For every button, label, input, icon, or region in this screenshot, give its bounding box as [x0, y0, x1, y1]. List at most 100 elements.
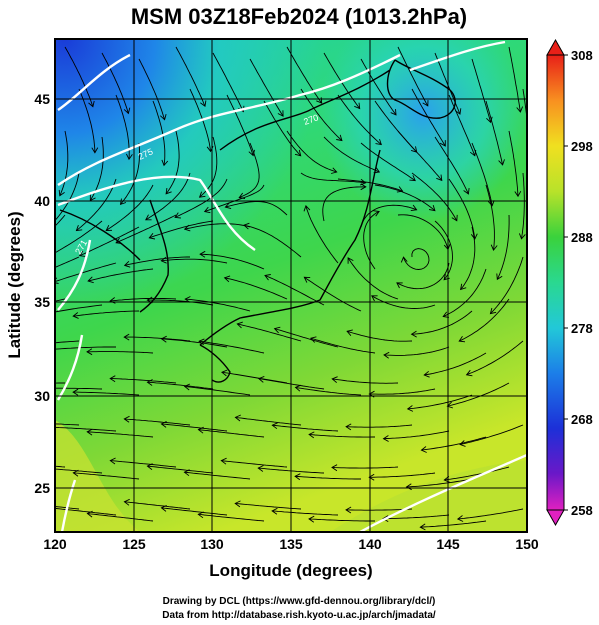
streamline-arrowhead	[516, 106, 524, 113]
streamline-arrowhead	[47, 252, 53, 257]
colorbar-max-arrow	[546, 38, 565, 56]
colorbar-tick-label: 268	[571, 412, 593, 427]
streamline-arrowhead	[257, 465, 264, 472]
streamline	[304, 276, 362, 312]
streamline	[124, 336, 191, 342]
streamline	[101, 52, 129, 114]
y-tick-label: 40	[34, 193, 50, 209]
streamline	[331, 466, 399, 469]
x-tick-labels: 120 125 130 135 140 145 150	[43, 536, 539, 552]
colorbar-tick-label: 258	[571, 503, 593, 518]
streamline-arrowhead	[396, 186, 404, 193]
contour-label: 270	[302, 112, 320, 127]
streamline-arrowhead	[198, 191, 206, 198]
streamline	[55, 214, 66, 227]
streamline-arrowhead	[455, 108, 462, 115]
streamline	[396, 262, 450, 290]
streamline	[448, 94, 476, 156]
streamline	[87, 513, 154, 522]
streamline	[55, 423, 80, 426]
streamline-arrowhead	[199, 250, 206, 258]
streamline-arrowhead	[47, 224, 53, 230]
streamline-arrowhead	[303, 204, 311, 212]
streamline	[147, 381, 214, 390]
streamline-arrowhead	[345, 423, 352, 431]
streamline-arrowhead	[159, 113, 167, 121]
streamline-arrowhead	[347, 257, 354, 264]
streamline	[434, 136, 469, 195]
streamline	[161, 507, 228, 516]
streamline	[161, 258, 228, 264]
streamline-arrowhead	[72, 312, 79, 319]
streamline-arrowhead	[146, 463, 153, 470]
streamline	[346, 330, 413, 342]
streamline-arrowhead	[294, 473, 301, 481]
streamline	[360, 204, 417, 228]
streamline	[286, 46, 323, 104]
streamline	[147, 299, 214, 306]
streamline-arrowhead	[336, 134, 343, 142]
streamline-arrowhead	[148, 233, 156, 240]
streamline	[55, 172, 80, 222]
streamline-arrowhead	[160, 420, 167, 428]
streamline	[508, 46, 521, 113]
y-tick-label: 25	[34, 480, 50, 496]
streamline	[55, 304, 103, 313]
streamline	[55, 346, 116, 350]
streamline	[374, 184, 436, 212]
streamline	[346, 424, 413, 428]
streamline	[175, 46, 206, 107]
streamline	[212, 52, 244, 112]
streamline	[383, 346, 450, 356]
streamline-arrowhead	[308, 515, 315, 523]
streamline-arrowhead	[489, 307, 497, 315]
x-tick-label: 130	[200, 536, 224, 552]
streamline-arrowhead	[13, 420, 18, 426]
streamline-arrowhead	[123, 260, 131, 268]
x-tick-label: 135	[279, 536, 303, 552]
streamline-arrowhead	[390, 109, 397, 116]
streamline-arrowhead	[422, 100, 429, 107]
streamline-arrowhead	[470, 233, 478, 240]
streamline-arrowhead	[243, 222, 250, 230]
streamline-arrowhead	[86, 348, 93, 356]
streamline-arrowhead	[303, 276, 311, 283]
x-tick-label: 145	[436, 536, 460, 552]
streamline-arrowhead	[439, 140, 446, 147]
streamline-arrowhead	[463, 188, 470, 195]
streamline	[490, 256, 524, 314]
streamline-arrowhead	[183, 224, 191, 232]
streamline-arrowhead	[123, 333, 130, 341]
streamline-arrowhead	[0, 460, 4, 466]
streamline-arrowhead	[527, 149, 533, 154]
streamline-arrowhead	[346, 329, 353, 336]
streamline	[397, 46, 429, 107]
streamline-arrowhead	[273, 326, 281, 334]
x-tick-label: 120	[43, 536, 67, 552]
streamline	[120, 142, 140, 205]
streamline	[508, 130, 519, 197]
streamline	[165, 130, 180, 195]
chart-title: MSM 03Z18Feb2024 (1013.2hPa)	[131, 4, 467, 29]
streamline	[305, 205, 339, 264]
streamline-arrowhead	[460, 283, 467, 291]
streamline	[322, 186, 366, 222]
credit-data: Data from http://database.rish.kyoto-u.a…	[162, 610, 436, 621]
streamline	[185, 298, 251, 312]
wind-streamlines	[0, 46, 533, 531]
streamline-arrowhead	[123, 415, 130, 423]
x-axis-label: Longitude (degrees)	[209, 561, 372, 580]
streamline-arrowhead	[91, 147, 99, 154]
streamline-arrowhead	[400, 256, 408, 263]
streamline	[300, 88, 343, 141]
streamline	[221, 460, 288, 468]
streamline	[184, 385, 251, 396]
streamline	[371, 295, 436, 309]
streamline-arrowhead	[410, 204, 418, 212]
colorbar-tick-label: 278	[571, 321, 593, 336]
streamline	[272, 424, 339, 432]
streamline-arrowhead	[36, 465, 41, 471]
streamline	[239, 142, 260, 199]
streamline-arrowhead	[419, 523, 426, 531]
